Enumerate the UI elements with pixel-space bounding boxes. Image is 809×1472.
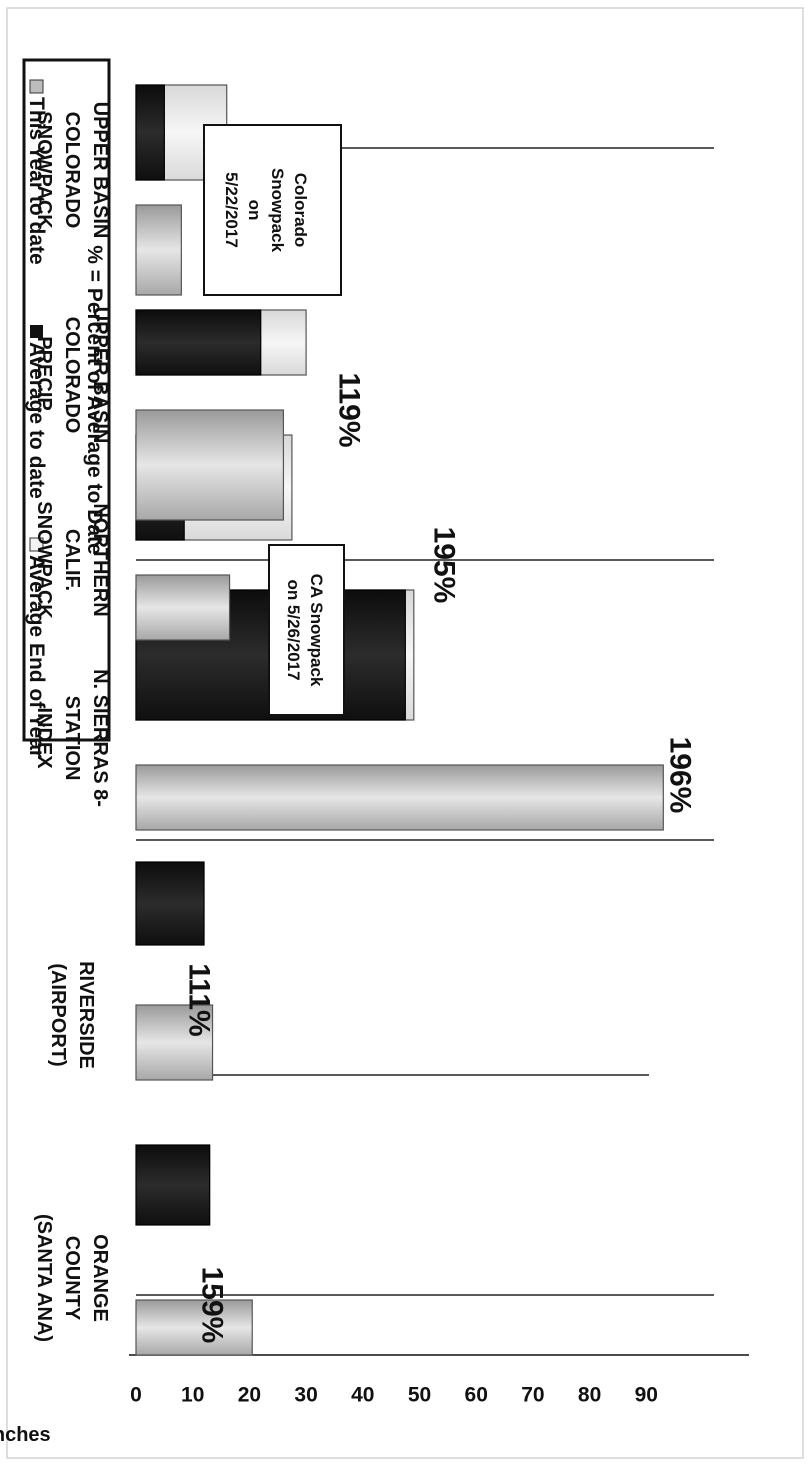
legend-label-average-end-of-year: Average End of Year (25, 555, 48, 758)
category-label-line: (AIRPORT) (47, 963, 69, 1066)
category-label-line: COUNTY (61, 1236, 83, 1321)
legend-box (22, 58, 111, 742)
annotation-colorado-snowpack: Colorado Snowpack on 5/22/2017 (203, 124, 342, 296)
percent-label: 195% (428, 527, 461, 604)
category-label-line: COLORADO (61, 317, 83, 434)
category-label-line: NORTHERN (89, 503, 111, 616)
category-label-line: SNOWPACK (33, 501, 55, 619)
bar-average-to-date (135, 309, 262, 376)
category-label-line: COLORADO (61, 112, 83, 229)
category-label-line: PRECIP. (33, 336, 55, 413)
bar-average-to-date (135, 861, 205, 946)
y-tick-label: 70 (521, 1383, 544, 1406)
percent-label: 119% (333, 372, 366, 447)
y-tick-label: 60 (465, 1383, 488, 1406)
annotation-colorado-line-2: Snowpack (268, 168, 287, 253)
annotation-ca-line-1: CA Snowpack (307, 574, 326, 687)
bar-average-to-date (135, 84, 165, 181)
annotation-colorado-box (203, 124, 342, 296)
category-label-line: (SANTA ANA) (33, 1214, 55, 1342)
y-tick-label: 50 (408, 1383, 431, 1406)
category-label-line: RIVERSIDE (75, 961, 97, 1069)
y-tick-label: 30 (294, 1383, 317, 1406)
category-label-line: CALIF. (61, 529, 83, 591)
plot-frame (6, 7, 804, 1459)
percent-label: 111% (183, 963, 216, 1036)
category-label-line: ORANGE (89, 1234, 111, 1322)
y-axis-title: Inches (0, 1424, 51, 1446)
legend-label-this-year: This Year to date (25, 97, 48, 265)
category-label-line: UPPER BASIN (89, 307, 111, 444)
y-tick-label: 80 (578, 1383, 601, 1406)
bar-this-year (135, 764, 664, 831)
category-label-line: INDEX (33, 707, 55, 769)
percent-label: 159% (196, 1267, 229, 1344)
annotation-colorado-line-3: on (245, 200, 264, 221)
annotation-ca-box (268, 544, 345, 716)
y-tick-label: 0 (130, 1383, 142, 1406)
bar-this-year (135, 204, 182, 296)
category-label-line: STATION (61, 696, 83, 781)
legend-subtitle: % = Percent of Average to Date (83, 245, 106, 554)
legend-swatch-average-end-of-year (29, 537, 44, 552)
legend: This Year to date Average to date Averag… (22, 58, 111, 758)
annotation-colorado-line-1: Colorado (291, 173, 310, 248)
legend-label-average-to-date: Average to date (25, 342, 48, 499)
bar-this-year (135, 409, 285, 521)
annotation-colorado-line-4: 5/22/2017 (222, 172, 241, 248)
y-tick-label: 40 (351, 1383, 374, 1406)
bar-average-to-date (135, 1144, 211, 1226)
legend-swatch-this-year (29, 79, 44, 94)
category-label-line: UPPER BASIN (89, 102, 111, 239)
bar-this-year (135, 574, 231, 641)
legend-swatch-average-to-date (30, 325, 43, 338)
y-tick-label: 20 (238, 1383, 261, 1406)
category-labels: ORANGE COUNTY (SANTA ANA) RIVERSIDE (AIRPORT… (33, 102, 111, 1342)
annotation-ca-line-2: on 5/26/2017 (284, 579, 303, 680)
y-tick-label: 10 (181, 1383, 204, 1406)
annotation-ca-snowpack: CA Snowpack on 5/26/2017 (268, 544, 345, 716)
category-label-line: N. SIERRAS 8- (89, 669, 111, 807)
y-tick-label: 90 (635, 1383, 658, 1406)
bar-this-year (135, 1299, 253, 1356)
category-label-line: SNOWPACK (33, 111, 55, 229)
percent-label: 196% (664, 737, 697, 814)
bar-this-year (135, 1004, 214, 1081)
y-axis-ticks: 0 10 20 30 40 50 60 70 80 90 (130, 1383, 658, 1406)
